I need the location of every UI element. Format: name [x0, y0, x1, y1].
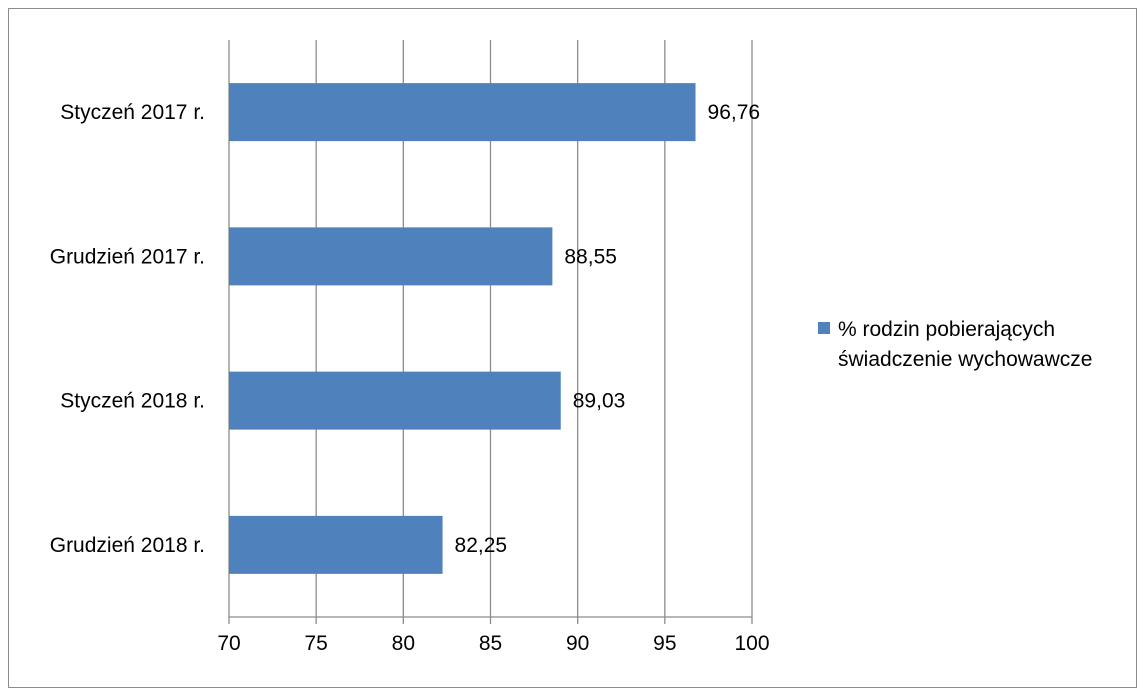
x-tick-label: 70 [217, 632, 240, 655]
bar [229, 515, 443, 574]
data-label: 96,76 [708, 101, 761, 124]
legend-label: świadczenie wychowawcze [838, 348, 1092, 371]
x-tick-label: 75 [304, 632, 327, 655]
x-tick-label: 85 [479, 632, 502, 655]
labels: Styczeń 2017 r. 96,76 Grudzień 2017 r. 88,5… [50, 101, 760, 557]
legend: % rodzin pobierających świadczenie wychow… [818, 318, 1092, 371]
bar [229, 227, 553, 286]
x-tick-label: 100 [734, 632, 769, 655]
data-label: 89,03 [573, 390, 626, 413]
category-label: Styczeń 2017 r. [60, 101, 205, 124]
data-label: 82,25 [455, 534, 508, 557]
axes: 70 75 80 85 90 95 100 [217, 616, 770, 655]
x-tick-label: 95 [653, 632, 676, 655]
x-tick-label: 90 [566, 632, 589, 655]
legend-swatch [818, 322, 830, 334]
bars [229, 83, 696, 574]
x-tick-label: 80 [392, 632, 415, 655]
bar [229, 371, 561, 430]
bar [229, 83, 696, 142]
category-label: Grudzień 2017 r. [50, 245, 205, 268]
legend-label: % rodzin pobierających [838, 318, 1055, 341]
category-label: Grudzień 2018 r. [50, 534, 205, 557]
category-label: Styczeń 2018 r. [60, 390, 205, 413]
data-label: 88,55 [564, 245, 617, 268]
